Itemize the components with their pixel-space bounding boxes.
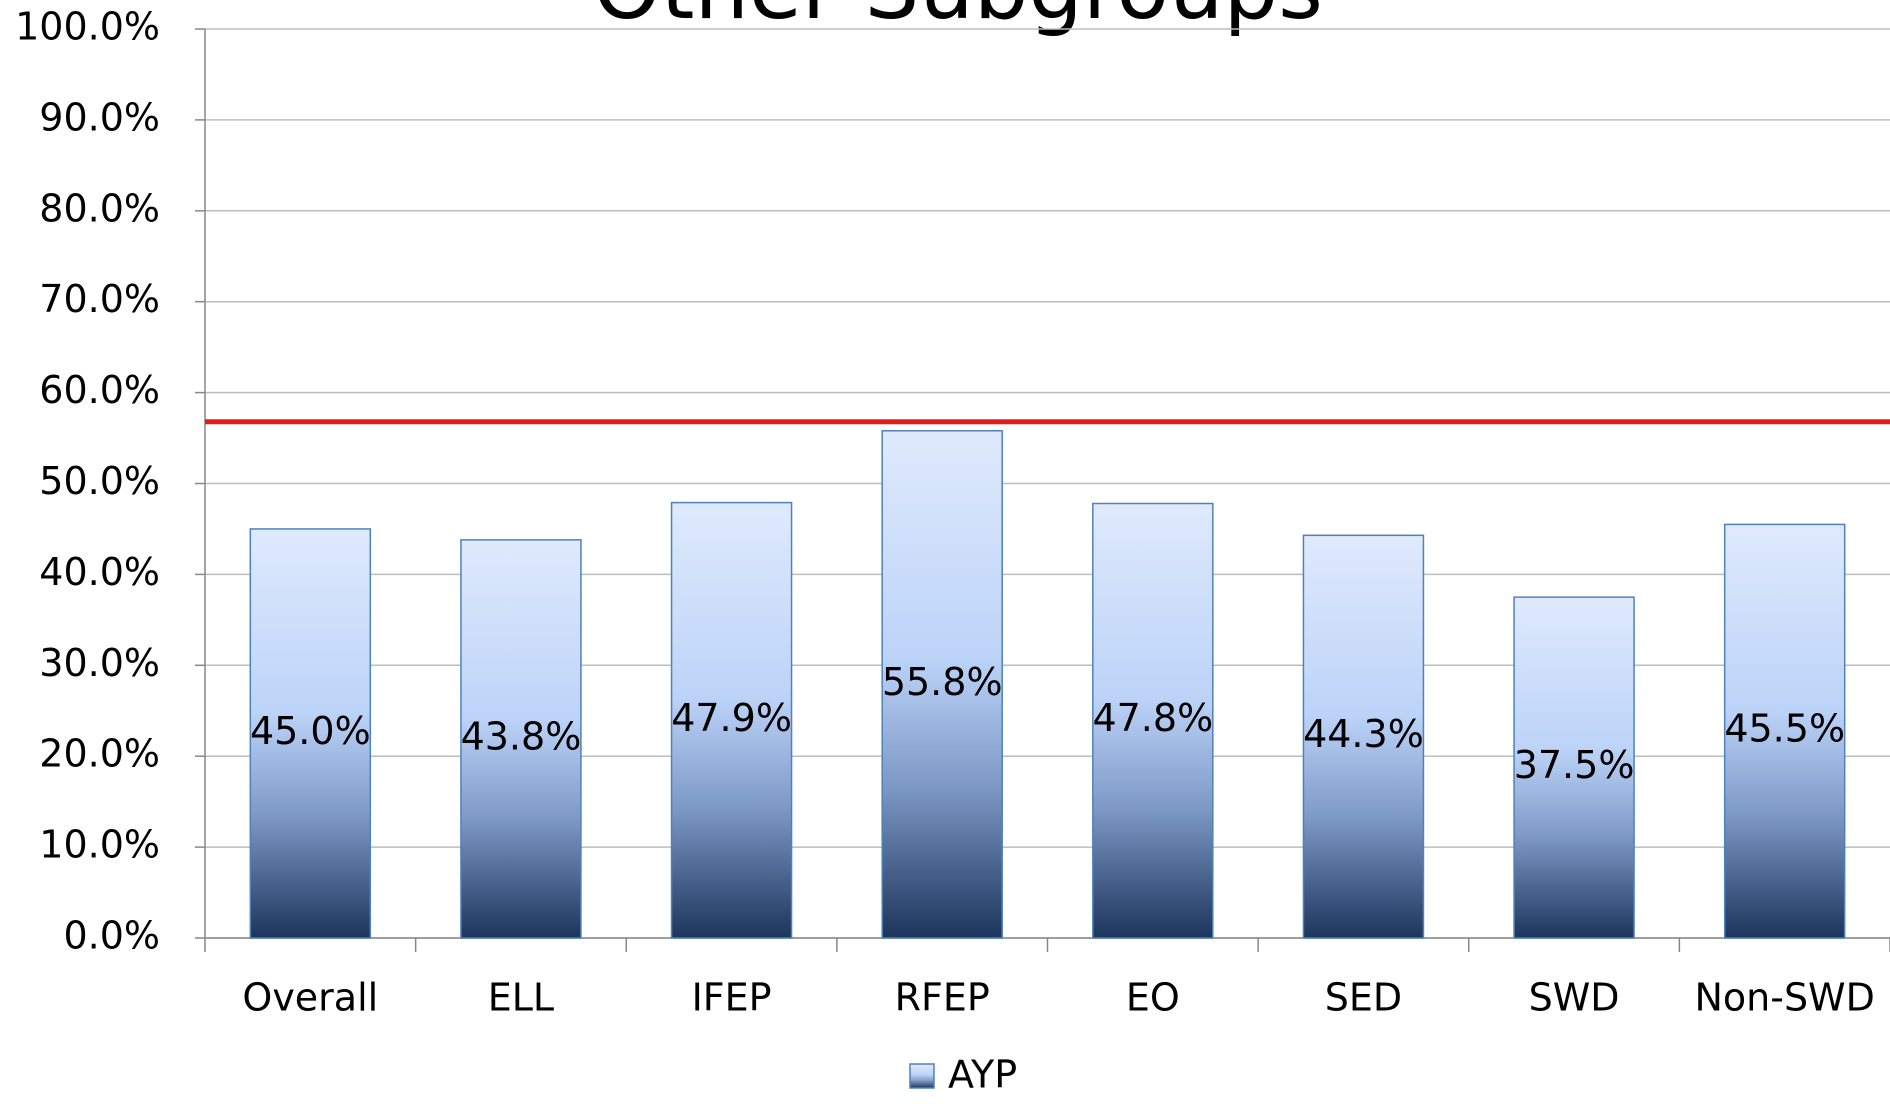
bar [1302,534,1425,939]
y-tick-label: 50.0% [39,459,160,503]
bar [1513,596,1635,939]
x-tick-label: SED [1325,976,1402,1020]
data-label: 45.0% [250,709,371,753]
x-tick-label: Overall [242,976,378,1020]
x-tick-label: RFEP [895,976,990,1020]
chart-title: Other Subgroups [593,0,1323,39]
y-tick-label: 0.0% [63,914,160,958]
y-tick-label: 70.0% [39,277,160,321]
data-label: 47.9% [671,696,792,740]
y-tick-label: 80.0% [39,186,160,230]
y-tick-label: 100.0% [15,5,160,49]
data-label: 55.8% [882,660,1003,704]
legend-swatch [909,1063,935,1089]
bar [1092,502,1214,939]
y-tick-label: 10.0% [39,823,160,867]
bar [460,539,582,939]
y-tick-label: 20.0% [39,732,160,776]
x-tick-label: IFEP [692,976,772,1020]
data-label: 47.8% [1092,696,1213,740]
y-tick-label: 40.0% [39,550,160,594]
x-tick-label: Non-SWD [1694,976,1874,1020]
data-label: 43.8% [461,714,582,758]
bar [670,501,793,939]
bar [249,528,372,939]
bar [881,430,1003,939]
y-tick-label: 90.0% [39,95,160,139]
x-tick-label: ELL [488,976,554,1020]
x-tick-label: EO [1126,976,1180,1020]
y-tick-label: 30.0% [39,641,160,685]
data-label: 37.5% [1514,743,1635,787]
y-tick-label: 60.0% [39,368,160,412]
x-tick-label: SWD [1529,976,1620,1020]
data-label: 44.3% [1303,712,1424,756]
data-label: 45.5% [1724,707,1845,751]
legend-label: AYP [948,1053,1017,1097]
bar [1723,523,1846,939]
